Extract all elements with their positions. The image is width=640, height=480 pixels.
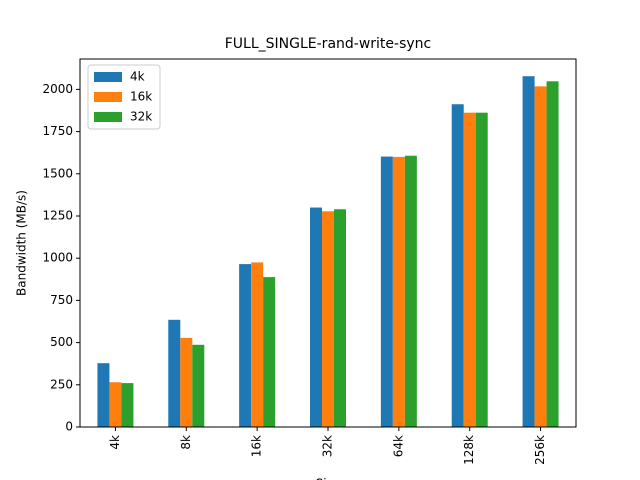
bar <box>451 104 464 428</box>
y-tick-label: 2000 <box>42 82 73 96</box>
bar <box>404 155 417 427</box>
bar <box>97 363 110 427</box>
x-tick-label: 64k <box>391 435 405 457</box>
legend-label: 16k <box>130 90 152 104</box>
y-axis-label: Bandwidth (MB/s) <box>15 190 29 296</box>
bar <box>109 382 122 427</box>
bar <box>334 209 346 427</box>
x-tick-label: 128k <box>462 435 476 465</box>
bar <box>522 76 535 427</box>
bar <box>251 262 264 427</box>
bar <box>121 383 134 427</box>
legend-swatch <box>94 72 122 82</box>
y-tick-label: 1000 <box>42 251 73 265</box>
bar <box>192 344 205 427</box>
bar <box>463 112 476 428</box>
chart-title: FULL_SINGLE-rand-write-sync <box>225 36 431 52</box>
bar <box>168 319 181 427</box>
bar <box>263 277 276 427</box>
bar <box>380 156 393 427</box>
x-axis-label: Size <box>316 477 341 480</box>
bar <box>239 264 252 427</box>
legend-label: 4k <box>130 70 145 84</box>
y-tick-label: 750 <box>50 293 73 307</box>
bar <box>534 86 547 427</box>
y-tick-label: 1500 <box>42 166 73 180</box>
bar <box>310 207 322 427</box>
y-tick-label: 1750 <box>42 124 73 138</box>
bar <box>180 337 193 427</box>
y-tick-label: 1250 <box>42 208 73 222</box>
y-tick-label: 500 <box>50 335 73 349</box>
bar <box>392 156 405 427</box>
bar <box>475 112 488 428</box>
y-tick-label: 250 <box>50 377 73 391</box>
bar <box>546 81 559 428</box>
legend-swatch <box>94 92 122 102</box>
x-tick-label: 8k <box>179 435 193 450</box>
x-tick-label: 4k <box>108 435 122 450</box>
x-tick-label: 256k <box>533 435 547 465</box>
legend-label: 32k <box>130 110 152 124</box>
x-tick-label: 16k <box>250 435 264 457</box>
legend-swatch <box>94 112 122 122</box>
y-tick-label: 0 <box>65 420 73 434</box>
bar <box>322 211 334 427</box>
x-tick-label: 32k <box>321 435 335 457</box>
axes-frame <box>79 58 577 428</box>
